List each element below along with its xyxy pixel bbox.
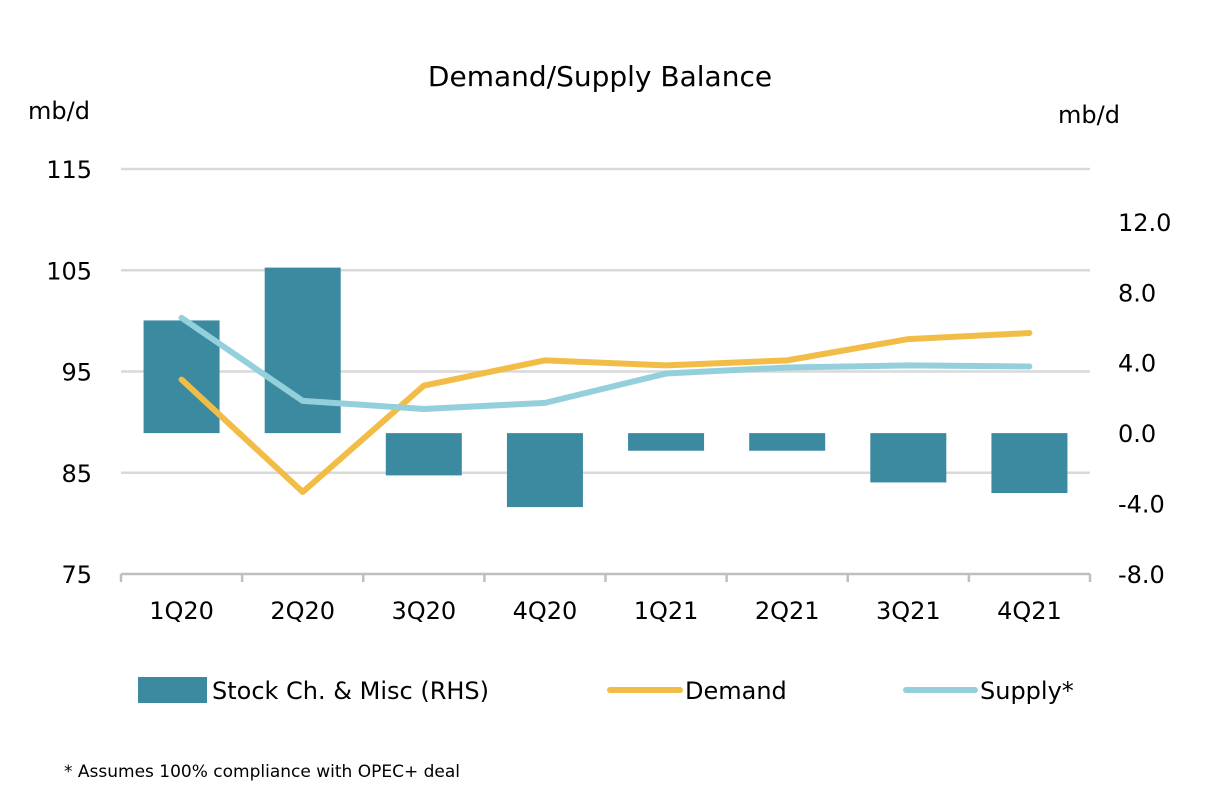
left-axis-unit: mb/d	[28, 97, 90, 125]
bar-stock-change	[506, 433, 583, 508]
right-tick-label: 12.0	[1118, 209, 1171, 237]
x-tick-label: 4Q20	[513, 597, 578, 625]
right-tick-label: 4.0	[1118, 350, 1156, 378]
right-tick-label: 8.0	[1118, 279, 1156, 307]
left-tick-label: 115	[46, 156, 92, 184]
bar-stock-change	[991, 433, 1068, 493]
x-tick-label: 2Q20	[270, 597, 335, 625]
right-axis-unit: mb/d	[1058, 101, 1120, 129]
chart-title: Demand/Supply Balance	[428, 60, 772, 93]
bar-stock-change	[264, 267, 341, 434]
legend-label-stock: Stock Ch. & Misc (RHS)	[212, 677, 489, 705]
supply-line	[178, 314, 1033, 412]
right-tick-label: -8.0	[1118, 561, 1165, 589]
x-tick-label: 4Q21	[997, 597, 1062, 625]
bar-stock-change	[749, 433, 826, 451]
x-tick-label: 3Q21	[876, 597, 941, 625]
x-axis: 1Q20 2Q20 3Q20 4Q20 1Q21 2Q21 3Q21 4Q21	[119, 572, 1092, 625]
right-tick-label: 0.0	[1118, 420, 1156, 448]
left-tick-label: 95	[61, 359, 92, 387]
right-axis-ticks: -8.0 -4.0 0.0 4.0 8.0 12.0	[1118, 209, 1171, 589]
x-tick-label: 1Q21	[634, 597, 699, 625]
left-tick-label: 105	[46, 257, 92, 285]
chart: Demand/Supply Balance mb/d mb/d 75 85 95 10…	[28, 60, 1171, 705]
legend-label-demand: Demand	[685, 677, 787, 705]
legend: Stock Ch. & Misc (RHS) Demand Supply*	[138, 677, 1074, 705]
demand-line	[178, 330, 1033, 495]
legend-label-supply: Supply*	[980, 677, 1074, 705]
legend-swatch-stock	[138, 677, 207, 703]
left-axis-ticks: 75 85 95 105 115	[46, 156, 92, 589]
x-tick-label: 1Q20	[149, 597, 214, 625]
footnote: * Assumes 100% compliance with OPEC+ dea…	[64, 762, 461, 782]
bar-stock-change	[628, 433, 705, 451]
x-tick-label: 3Q20	[391, 597, 456, 625]
bar-stock-change	[385, 433, 462, 476]
right-tick-label: -4.0	[1118, 491, 1165, 519]
series-lines	[178, 314, 1033, 495]
left-tick-label: 75	[61, 561, 92, 589]
left-tick-label: 85	[61, 460, 92, 488]
x-tick-label: 2Q21	[755, 597, 820, 625]
bar-stock-change	[870, 433, 947, 483]
